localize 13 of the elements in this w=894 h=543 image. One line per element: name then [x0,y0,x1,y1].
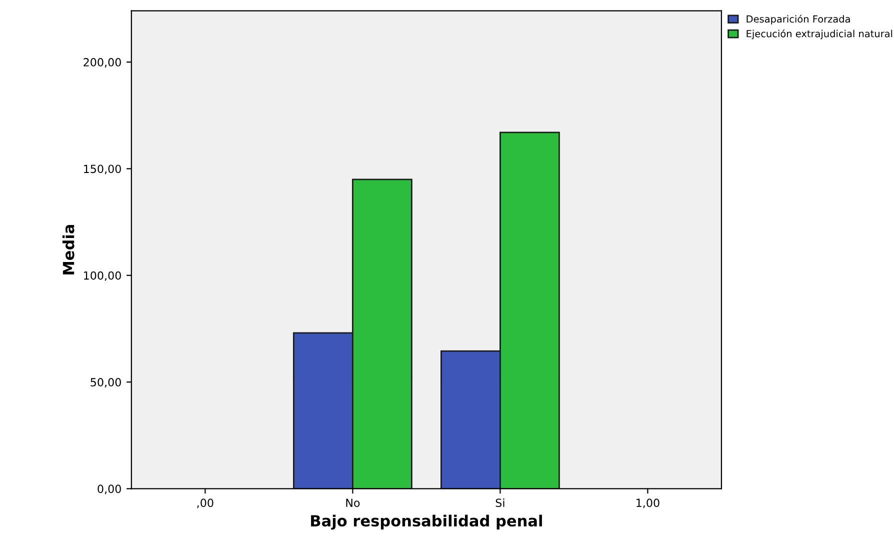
y-tick-label: 0,00 [98,484,121,494]
x-tick-label: 1,00 [636,498,660,508]
legend-label: Desaparición Forzada [746,14,850,25]
y-tick-label: 100,00 [84,271,121,281]
legend-label: Ejecución extrajudicial natural [746,29,892,40]
x-axis-title: Bajo responsabilidad penal [311,514,542,530]
y-tick-label: 150,00 [84,164,121,174]
y-tick-label: 50,00 [90,378,121,388]
x-tick-label: No [346,498,360,508]
y-tick-label: 200,00 [84,58,121,68]
y-axis-title: Media [62,224,74,274]
x-tick-label: ,00 [197,498,214,508]
x-tick-label: Si [496,498,504,508]
